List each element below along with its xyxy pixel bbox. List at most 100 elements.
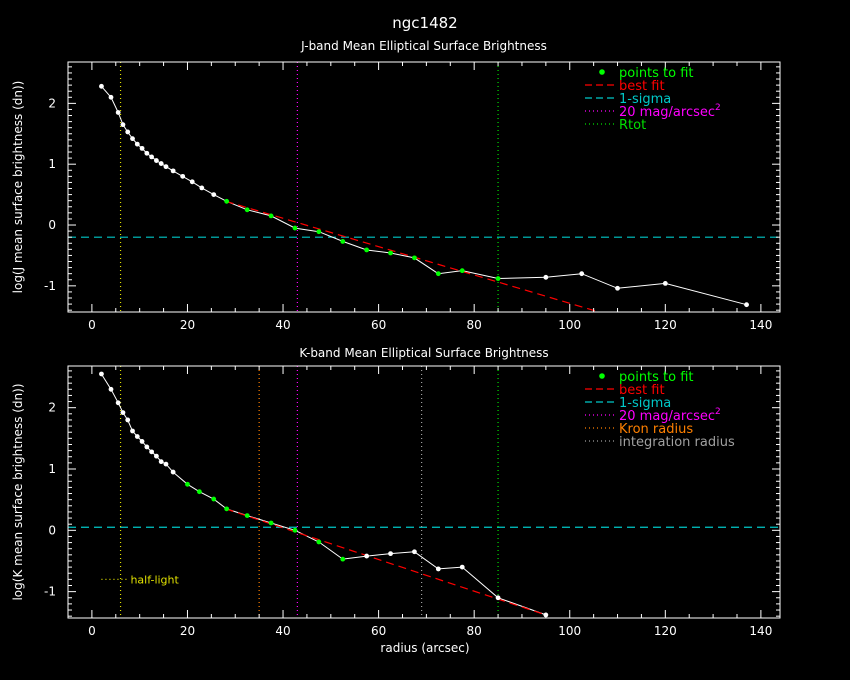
x-tick-label: 60 [371, 624, 386, 638]
j-band-panel: J-band Mean Elliptical Surface Brightnes… [11, 39, 781, 332]
half-light-label: half-light [130, 573, 179, 586]
data-point [144, 150, 150, 156]
panel-title: J-band Mean Elliptical Surface Brightnes… [300, 39, 547, 53]
y-tick-label: 2 [48, 401, 56, 415]
x-tick-label: 80 [467, 624, 482, 638]
data-point [495, 595, 501, 601]
y-tick-label: 1 [48, 462, 56, 476]
data-point [199, 185, 205, 191]
fit-point [224, 198, 230, 204]
data-point [149, 449, 155, 455]
fit-point [340, 239, 346, 244]
y-tick-label: 1 [48, 157, 56, 171]
legend-label: 20 mag/arcsec2 [619, 407, 721, 424]
data-point [180, 173, 186, 179]
fit-point [340, 556, 346, 562]
data-point [134, 141, 140, 147]
legend-label: Kron radius [619, 422, 693, 437]
data-point [163, 461, 169, 467]
fit-point [292, 527, 298, 533]
data-point [435, 566, 441, 572]
fit-point [316, 229, 322, 235]
k-band-panel: K-band Mean Elliptical Surface Brightnes… [11, 346, 781, 638]
y-tick-label: 0 [48, 523, 56, 537]
legend-entry: 20 mag/arcsec2 [585, 407, 721, 424]
data-point [99, 83, 104, 89]
data-point [163, 164, 169, 170]
x-tick-label: 0 [88, 318, 96, 332]
fit-point [244, 513, 250, 519]
fit-point [412, 255, 417, 261]
best-fit-line [225, 200, 602, 312]
x-tick-label: 100 [558, 318, 581, 332]
data-point [120, 410, 126, 415]
data-point [744, 302, 749, 308]
plot-area [68, 366, 780, 618]
x-tick-label: 80 [467, 318, 482, 332]
x-tick-label: 40 [275, 624, 290, 638]
data-point [211, 192, 217, 198]
fit-point [495, 276, 501, 281]
fit-point [224, 506, 230, 512]
data-point [412, 549, 417, 555]
legend-entry: 1-sigma [585, 92, 671, 107]
data-point [364, 553, 370, 559]
y-tick-label: -1 [44, 279, 56, 293]
legend-label: 1-sigma [619, 92, 671, 107]
legend-label: best fit [619, 79, 665, 94]
plot-frame [67, 365, 781, 619]
data-point [154, 453, 159, 459]
data-point [189, 179, 195, 185]
fit-point [459, 268, 465, 274]
legend-entry: best fit [585, 383, 665, 398]
fit-point [185, 481, 190, 487]
fit-point [364, 247, 370, 253]
legend-entry: points to fit [599, 66, 694, 81]
best-fit-line [225, 508, 547, 616]
fit-point [197, 489, 202, 495]
fit-point [316, 539, 322, 545]
data-point [149, 154, 155, 160]
data-point [139, 439, 145, 444]
figure-title: ngc1482 [392, 14, 457, 32]
y-tick-label: 0 [48, 218, 56, 232]
fit-point [244, 207, 250, 213]
data-point [108, 386, 114, 392]
legend-label: Rtot [619, 118, 646, 133]
data-point [108, 94, 114, 100]
data-point [99, 371, 104, 377]
legend-label: best fit [619, 383, 665, 398]
data-point [170, 168, 176, 174]
data-point [144, 444, 150, 450]
x-tick-label: 100 [558, 624, 581, 638]
data-point [115, 400, 121, 406]
x-tick-label: 120 [654, 318, 677, 332]
panel-title: K-band Mean Elliptical Surface Brightnes… [299, 346, 548, 360]
x-axis-label: radius (arcsec) [380, 641, 469, 655]
x-tick-label: 60 [371, 318, 386, 332]
x-tick-label: 120 [654, 624, 677, 638]
data-point [130, 136, 135, 142]
legend-entry: Rtot [585, 118, 646, 133]
fit-point [292, 225, 298, 231]
x-tick-label: 40 [275, 318, 290, 332]
y-axis-label: log(J mean surface brightness (dn)) [11, 81, 25, 294]
x-tick-label: 140 [749, 318, 772, 332]
legend-label: 1-sigma [619, 396, 671, 411]
legend-entry: 1-sigma [585, 396, 671, 411]
legend-label: 20 mag/arcsec2 [619, 103, 721, 120]
data-point [139, 145, 145, 151]
legend-marker [599, 69, 605, 75]
legend-entry: points to fit [599, 370, 694, 385]
y-tick-label: 2 [48, 96, 56, 110]
x-tick-label: 0 [88, 624, 96, 638]
fit-point [388, 250, 393, 256]
fit-point [211, 496, 217, 502]
data-point [125, 129, 131, 135]
data-point [579, 271, 585, 277]
plot-frame [67, 61, 781, 313]
data-point [158, 459, 164, 465]
data-point [120, 122, 126, 128]
data-point [459, 564, 465, 570]
